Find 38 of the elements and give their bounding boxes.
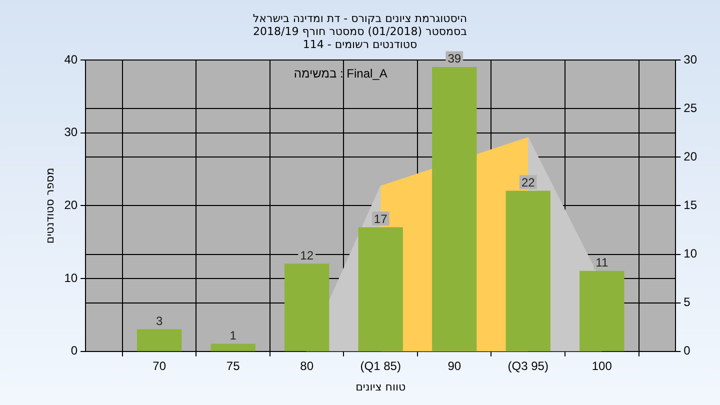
chart-subtitle: בסמסטר (01/2018) סמסטר חורף 2018/19 סטודנטים רשומים - 114: [252, 25, 468, 51]
bar: [580, 270, 624, 352]
x-tick-label: 90: [448, 358, 462, 373]
y2-tick-label: 15: [684, 198, 698, 212]
data-label: 22: [521, 175, 536, 190]
y2-tick-label: 5: [684, 295, 691, 310]
bar: [136, 329, 182, 352]
y-axis-title: מספר סטודנטים: [43, 168, 56, 244]
x-axis-title: טווח ציונים: [356, 380, 406, 394]
annotation: במשימה : Final_A: [294, 66, 388, 80]
x-tick-label: 100: [592, 358, 612, 373]
y-tick-label: 10: [64, 270, 78, 285]
data-label: 1: [230, 328, 237, 342]
x-tick-label: 80: [300, 358, 314, 373]
bar: [506, 190, 550, 352]
y2-tick-label: 10: [684, 246, 698, 261]
x-tick-label: 75: [226, 358, 240, 373]
y-tick-label: 30: [64, 125, 78, 140]
x-tick-label: (Q1 85): [360, 358, 401, 373]
data-label: 3: [156, 314, 163, 328]
y2-tick-label: 25: [684, 100, 698, 115]
y-tick-label: 0: [70, 344, 78, 358]
bar: [432, 66, 477, 352]
data-label: 39: [448, 52, 462, 66]
y2-tick-label: 0: [684, 344, 691, 358]
y-tick-label: 40: [64, 52, 78, 66]
y2-tick-label: 30: [684, 52, 698, 66]
x-tick-label: (Q3 95): [508, 358, 548, 373]
x-tick-label: 70: [152, 358, 166, 373]
bar: [358, 227, 403, 352]
data-label: 17: [374, 212, 388, 226]
data-label: 11: [596, 256, 608, 270]
y-tick-label: 20: [64, 198, 78, 212]
bar: [284, 264, 330, 352]
chart-title: היסטוגרמת ציונים בקורס - דת ומדינה בישראל: [252, 12, 468, 25]
data-label: 12: [300, 248, 314, 262]
y2-tick-label: 20: [684, 149, 698, 164]
bar: [210, 344, 256, 352]
